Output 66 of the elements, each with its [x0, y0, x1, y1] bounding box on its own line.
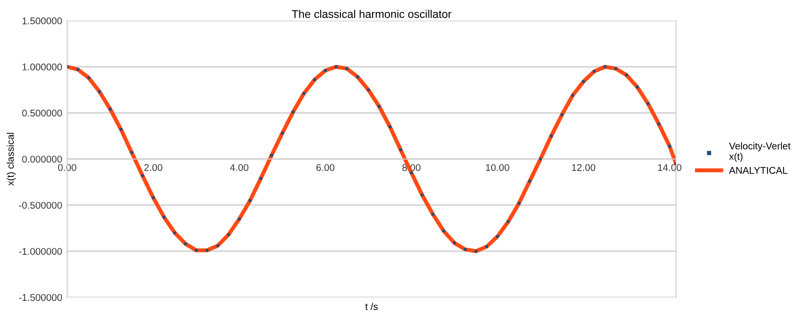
point: [625, 74, 628, 76]
x-tick-label: 6.00: [316, 164, 334, 171]
x-tick-label: 0.00: [58, 164, 76, 171]
x-tick-label: 2.00: [144, 164, 162, 171]
point: [592, 70, 596, 73]
point: [248, 199, 252, 202]
y-tick-label: 1.000000: [22, 64, 62, 70]
point: [464, 248, 467, 251]
point: [302, 92, 306, 95]
point: [657, 122, 660, 126]
point: [442, 230, 446, 232]
point: [604, 65, 606, 68]
point: [76, 68, 80, 71]
point: [313, 78, 316, 82]
point: [496, 235, 499, 238]
point: [668, 144, 671, 148]
point: [378, 105, 381, 108]
point: [270, 154, 273, 157]
x-tick-label: 14.00: [658, 164, 682, 171]
point: [324, 69, 327, 72]
point: [345, 67, 348, 70]
point: [130, 151, 134, 154]
y-tick-label: 0.000000: [22, 156, 62, 163]
point: [420, 194, 424, 196]
y-tick-label: -1.500000: [18, 294, 62, 301]
chart-title: The classical harmonic oscillator: [292, 10, 452, 18]
point: [334, 65, 338, 68]
point: [432, 212, 434, 216]
legend-label: Velocity-Verlet x(t): [729, 142, 791, 162]
point: [560, 113, 564, 116]
point: [571, 94, 574, 97]
y-tick-label: 0.500000: [22, 110, 62, 117]
point: [184, 242, 187, 246]
y-tick-label: -1.000000: [18, 248, 62, 255]
point: [646, 102, 650, 106]
x-axis-title: t /s: [365, 302, 378, 310]
point: [636, 86, 639, 88]
point: [238, 218, 241, 220]
point: [227, 233, 230, 236]
x-tick-label: 12.00: [572, 164, 596, 171]
y-tick-label: -0.500000: [18, 202, 62, 209]
point: [410, 171, 413, 174]
point: [614, 67, 618, 70]
point: [292, 110, 294, 114]
point: [550, 134, 553, 138]
point: [120, 128, 122, 131]
x-tick-label: 4.00: [230, 164, 248, 171]
point: [366, 88, 370, 92]
point: [453, 242, 456, 244]
point: [356, 76, 360, 78]
legend-label: ANALYTICAL: [729, 166, 788, 174]
x-tick-label: 10.00: [486, 164, 510, 171]
y-tick-label: 1.500000: [22, 17, 62, 24]
point: [98, 90, 101, 94]
point: [518, 202, 520, 205]
point: [539, 158, 542, 160]
point: [259, 176, 262, 180]
point: [474, 250, 478, 253]
y-axis-title: x(t) classical: [6, 132, 16, 186]
point: [485, 245, 488, 248]
point: [141, 174, 144, 177]
point: [528, 180, 532, 183]
point: [388, 125, 392, 128]
point: [206, 248, 208, 252]
point: [582, 80, 585, 83]
point: [162, 216, 166, 218]
